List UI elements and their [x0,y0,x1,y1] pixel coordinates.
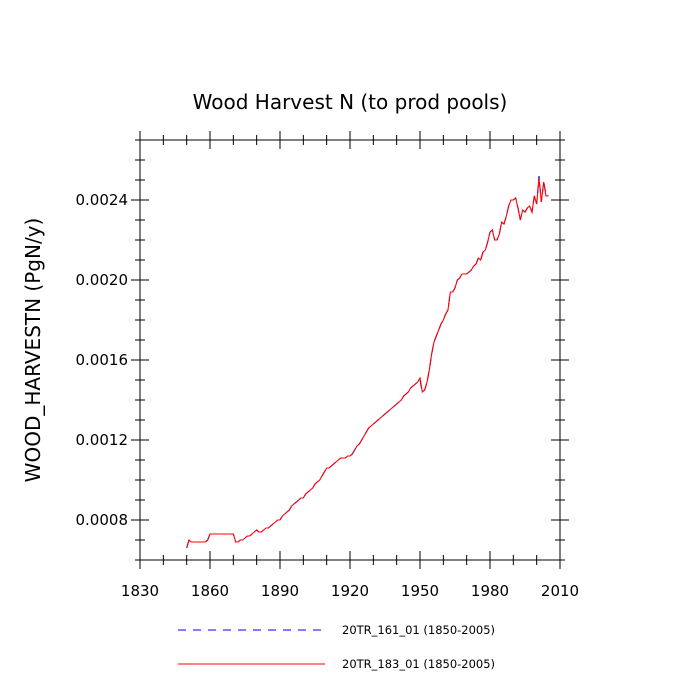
plot-frame [139,139,561,561]
y-tick-label: 0.0020 [76,271,129,289]
x-tick-label: 2010 [541,582,579,600]
x-tick-label: 1920 [331,582,369,600]
series-layer [186,175,549,549]
y-tick-label: 0.0008 [76,511,129,529]
y-tick-label: 0.0016 [76,351,129,369]
legend-label-2: 20TR_183_01 (1850-2005) [342,657,495,671]
y-tick-label: 0.0024 [76,191,129,209]
x-tick-label: 1950 [401,582,439,600]
series-line-2 [186,177,549,549]
legend: 20TR_161_01 (1850-2005) 20TR_183_01 (1850… [178,623,495,671]
series-line-1 [186,175,549,549]
y-tick-label: 0.0012 [76,431,129,449]
ticks-layer: 1830 1860 1890 1920 1950 1980 2010 0.0008 0.0012… [76,131,579,600]
x-tick-label: 1980 [471,582,509,600]
x-tick-label: 1890 [261,582,299,600]
y-axis-label: WOOD_HARVESTN (PgN/y) [21,218,45,483]
legend-label-1: 20TR_161_01 (1850-2005) [342,623,495,637]
chart-title: Wood Harvest N (to prod pools) [193,90,508,114]
x-tick-label: 1830 [121,582,159,600]
x-tick-label: 1860 [191,582,229,600]
